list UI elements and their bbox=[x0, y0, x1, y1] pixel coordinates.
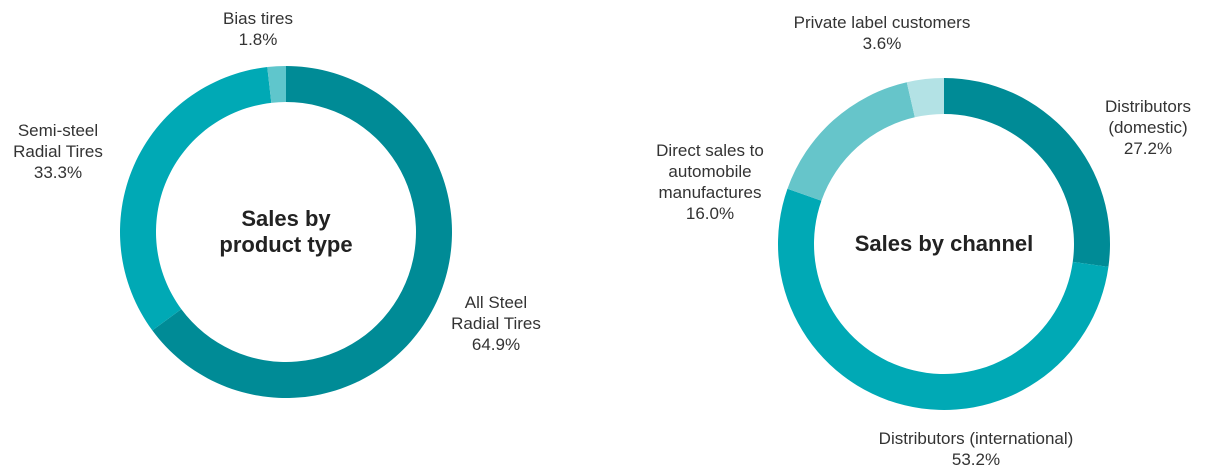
category-label: Private label customers bbox=[793, 13, 971, 32]
slice-label: Distributors (international) 53.2% bbox=[879, 428, 1074, 470]
category-label: Distributors (domestic) bbox=[1105, 97, 1191, 137]
donut-slice bbox=[787, 82, 915, 201]
value-label: 3.6% bbox=[862, 34, 902, 53]
slice-label: Bias tires 1.8% bbox=[223, 8, 293, 50]
slice-label: Semi-steel Radial Tires 33.3% bbox=[13, 120, 103, 183]
value-label: 64.9% bbox=[471, 335, 521, 354]
category-label: All Steel Radial Tires bbox=[451, 293, 541, 333]
donut-slice bbox=[944, 78, 1110, 267]
donut-slice bbox=[120, 67, 272, 331]
value-label: 27.2% bbox=[1123, 139, 1173, 158]
value-label: 1.8% bbox=[238, 30, 278, 49]
slice-label: All Steel Radial Tires 64.9% bbox=[451, 292, 541, 355]
category-label: Direct sales to automobile manufactures bbox=[656, 141, 764, 202]
slice-label: Direct sales to automobile manufactures 1… bbox=[656, 140, 764, 224]
value-label: 53.2% bbox=[951, 450, 1001, 469]
donut-slice bbox=[778, 188, 1109, 410]
value-label: 33.3% bbox=[33, 163, 83, 182]
category-label: Semi-steel Radial Tires bbox=[13, 121, 103, 161]
slice-label: Private label customers 3.6% bbox=[794, 12, 971, 54]
donut-slice bbox=[906, 78, 944, 118]
donut-slice bbox=[267, 66, 286, 103]
center-title: Sales by channel bbox=[854, 231, 1034, 256]
slice-label: Distributors (domestic) 27.2% bbox=[1105, 96, 1191, 159]
value-label: 16.0% bbox=[685, 204, 735, 223]
category-label: Bias tires bbox=[223, 9, 293, 28]
category-label: Distributors (international) bbox=[878, 429, 1074, 448]
center-title: Sales by product type bbox=[219, 206, 353, 257]
